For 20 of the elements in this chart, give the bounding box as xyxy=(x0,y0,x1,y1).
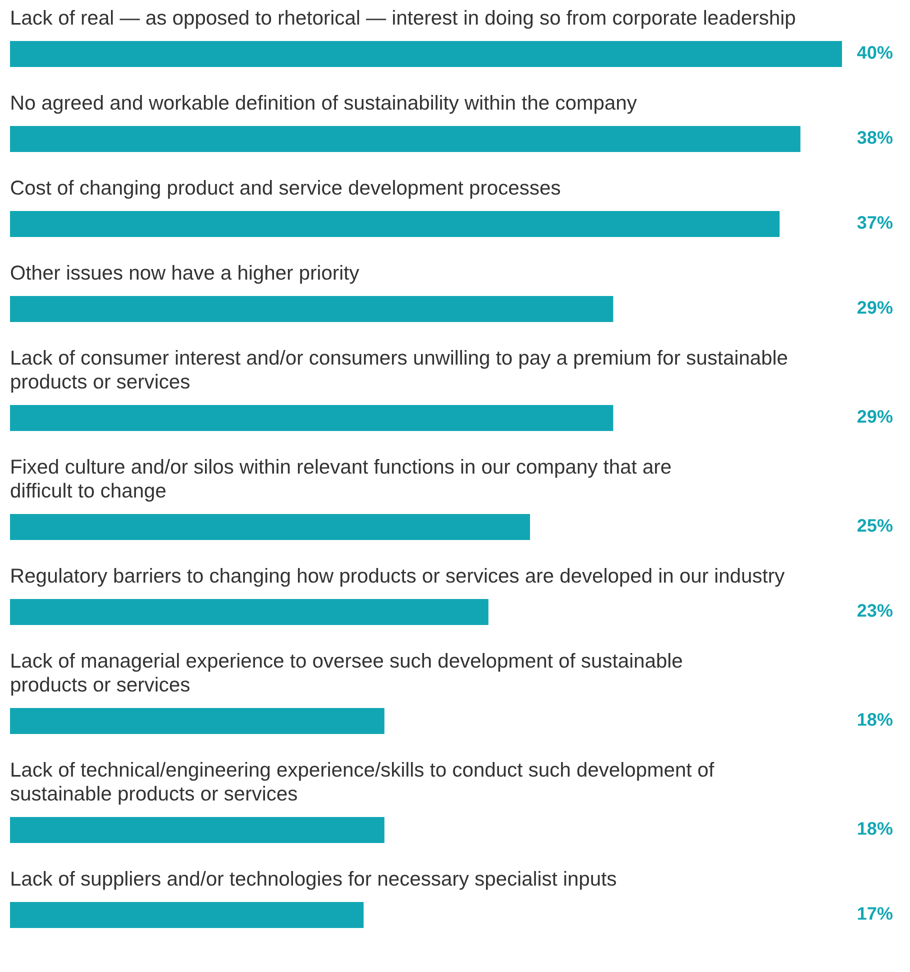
data-label: 29% xyxy=(857,301,893,314)
y-tick-label: Fixed culture and/or silos within relevant functions in our company that are difficult to change xyxy=(10,459,671,502)
data-label: 29% xyxy=(857,410,893,423)
data-label: 40% xyxy=(857,46,893,59)
data-label: 25% xyxy=(857,519,893,532)
y-tick-label: Lack of suppliers and/or technologies for necessary specialist inputs xyxy=(12,871,616,890)
y-tick-label: Lack of managerial experience to oversee such development of sustainable products or services xyxy=(11,653,682,696)
data-label: 18% xyxy=(858,713,893,726)
y-tick-label: Cost of changing product and service development processes xyxy=(11,180,560,199)
y-tick-label: Lack of consumer interest and/or consumers unwilling to pay a premium for sustainable products or services xyxy=(11,350,788,393)
y-tick-label: Lack of technical/engineering experience/skills to conduct such development of sustainable products or services xyxy=(10,762,714,805)
data-label: 17% xyxy=(858,907,893,920)
y-tick-label: Lack of real — as opposed to rhetorical — interest in doing so from corporate leadership xyxy=(12,10,795,29)
data-label: 38% xyxy=(857,131,893,144)
y-tick-label: No agreed and workable definition of sustainability within the company xyxy=(12,95,637,114)
y-tick-label: Other issues now have a higher priority xyxy=(10,265,360,284)
data-label: 23% xyxy=(857,604,893,617)
data-label: 37% xyxy=(857,216,893,229)
data-label: 18% xyxy=(858,822,893,835)
y-tick-label: Regulatory barriers to changing how products or services are developed in our industry xyxy=(12,568,785,587)
